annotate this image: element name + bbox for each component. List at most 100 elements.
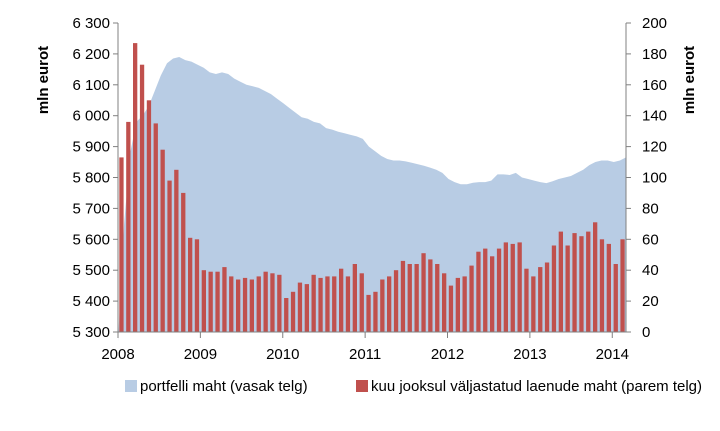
bar — [352, 264, 357, 332]
bar — [160, 149, 165, 332]
legend-label-area: portfelli maht (vasak telg) — [140, 378, 308, 395]
bar — [222, 267, 227, 332]
bar — [469, 265, 474, 332]
left-tick-label: 6 000 — [72, 108, 110, 125]
bar — [551, 245, 557, 332]
left-tick-label: 5 600 — [72, 231, 110, 248]
bar — [304, 284, 309, 332]
bar — [194, 239, 200, 332]
bar — [524, 268, 529, 332]
bar — [393, 270, 399, 332]
bar — [270, 273, 275, 332]
bar — [517, 242, 522, 332]
bar — [256, 276, 261, 332]
x-tick-label: 2010 — [266, 346, 299, 363]
right-tick-label: 200 — [642, 15, 667, 32]
left-axis-ticks: 6 300 6 200 6 100 6 000 5 900 5 800 5 700 5 600… — [72, 15, 118, 341]
bar — [188, 237, 193, 332]
bar — [620, 239, 625, 332]
right-tick-label: 100 — [642, 170, 667, 187]
bar — [544, 262, 550, 332]
bar — [496, 248, 502, 332]
bar — [593, 222, 598, 332]
bar — [366, 294, 371, 332]
bar — [359, 273, 364, 332]
bar — [229, 276, 234, 332]
left-tick-label: 5 900 — [72, 139, 110, 156]
bar — [201, 270, 206, 332]
bar — [181, 192, 186, 332]
legend-swatch-bars — [356, 380, 368, 392]
x-axis-ticks: 2008 2009 2010 2011 2012 2013 2014 — [101, 332, 629, 363]
right-tick-label: 0 — [642, 324, 650, 341]
bar — [249, 279, 254, 332]
bar — [146, 100, 152, 333]
right-tick-label: 60 — [642, 231, 659, 248]
x-tick-label: 2013 — [513, 346, 546, 363]
bar — [133, 43, 138, 332]
left-tick-label: 5 500 — [72, 262, 110, 279]
bar — [345, 276, 351, 332]
bar — [421, 253, 426, 332]
left-tick-label: 5 700 — [72, 200, 110, 217]
legend-label-bars: kuu jooksul väljastatud laenude maht (pa… — [371, 378, 702, 395]
bar — [538, 267, 543, 332]
bar — [174, 169, 179, 332]
bar — [572, 233, 577, 332]
right-tick-label: 120 — [642, 139, 667, 156]
bar — [462, 276, 467, 332]
bar — [284, 298, 289, 332]
right-tick-label: 140 — [642, 108, 667, 125]
bar — [139, 64, 145, 332]
left-tick-label: 6 100 — [72, 77, 110, 94]
bar — [400, 260, 406, 332]
bar — [579, 236, 584, 332]
x-tick-label: 2011 — [349, 346, 381, 363]
bar — [208, 271, 213, 332]
bar — [606, 243, 611, 332]
bar — [311, 274, 316, 332]
bar — [435, 264, 440, 332]
bar — [263, 271, 268, 332]
bar — [332, 276, 337, 332]
bar — [428, 259, 433, 332]
bar — [476, 251, 481, 332]
bar — [373, 291, 378, 332]
left-tick-label: 6 300 — [72, 15, 110, 32]
bar — [490, 256, 495, 332]
left-axis-label: mln eurot — [35, 46, 52, 114]
bar — [153, 123, 158, 333]
bar — [297, 282, 303, 332]
bar — [236, 279, 241, 332]
bar — [531, 276, 536, 332]
x-tick-label: 2014 — [596, 346, 629, 363]
bar — [455, 277, 460, 332]
bar — [565, 245, 570, 332]
bar — [380, 279, 385, 332]
bar — [242, 277, 248, 332]
x-tick-label: 2009 — [184, 346, 217, 363]
left-tick-label: 5 300 — [72, 324, 110, 341]
bar — [599, 239, 605, 332]
bar — [126, 121, 131, 333]
left-tick-label: 5 800 — [72, 170, 110, 187]
right-tick-label: 180 — [642, 46, 667, 63]
bar — [167, 180, 172, 332]
bar — [215, 271, 220, 332]
bar — [339, 268, 344, 332]
bar — [119, 157, 124, 332]
bar — [318, 277, 323, 332]
x-tick-label: 2012 — [431, 346, 464, 363]
bar — [387, 276, 392, 332]
bar — [448, 285, 454, 332]
legend-swatch-area — [125, 380, 137, 392]
bar — [442, 273, 447, 332]
bar — [558, 231, 563, 332]
bar — [414, 264, 419, 332]
right-tick-label: 80 — [642, 200, 659, 217]
x-tick-label: 2008 — [101, 346, 134, 363]
bar — [503, 242, 508, 332]
left-tick-label: 5 400 — [72, 293, 110, 310]
